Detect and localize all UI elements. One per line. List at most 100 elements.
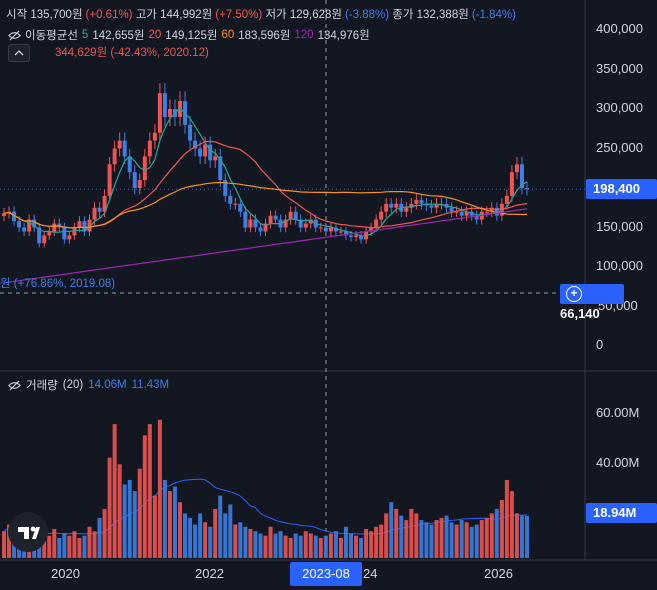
volume-bar <box>439 517 444 558</box>
candle-body <box>203 144 208 157</box>
vol-axis-40m: 40.00M <box>596 455 640 470</box>
cursor-price: 66,140 <box>560 306 600 321</box>
candle-body <box>117 140 122 149</box>
candle-body <box>52 223 57 232</box>
candle-body <box>474 215 479 220</box>
y-tick-8: 0 <box>596 337 604 352</box>
candle-body <box>152 132 157 141</box>
candle-body <box>293 211 298 220</box>
volume-bar <box>374 526 379 558</box>
volume-bar <box>313 535 318 558</box>
volume-bar <box>288 537 293 558</box>
candle-body <box>218 156 223 181</box>
volume-bar <box>454 524 459 558</box>
candle-body <box>414 199 419 204</box>
candle-body <box>519 164 524 188</box>
volume-bar <box>178 502 183 558</box>
volume-bar <box>57 537 62 558</box>
volume-bar <box>384 513 389 558</box>
volume-bar <box>193 524 198 558</box>
volume-bar <box>137 468 142 558</box>
volume-bar <box>343 526 348 558</box>
volume-bar <box>464 522 469 558</box>
close-value: 132,388원 <box>416 9 469 21</box>
y-tick-6: 100,000 <box>596 258 643 273</box>
y-tick-5: 150,000 <box>596 218 643 234</box>
volume-value-1: 14.06M <box>88 379 127 391</box>
volume-bar <box>484 517 489 558</box>
candle-body <box>17 221 22 228</box>
high-change: (+7.50%) <box>215 9 263 21</box>
y-tick-1: 350,000 <box>596 60 643 76</box>
volume-bar <box>107 457 112 558</box>
volume-bar <box>77 537 82 558</box>
candle-body <box>514 164 519 173</box>
candle-body <box>12 211 17 222</box>
volume-bar <box>223 513 228 558</box>
high-annotation: 344,629원 (-42.43%, 2020.12) <box>55 47 209 59</box>
volume-bar <box>514 513 519 558</box>
volume-bar <box>359 537 364 558</box>
eye-hidden-icon[interactable] <box>8 29 21 42</box>
volume-bar <box>152 495 157 558</box>
volume-bar <box>203 522 208 558</box>
close-label: 종가 <box>392 9 414 21</box>
ma20-period: 20 <box>148 29 162 41</box>
volume-bar <box>469 526 474 558</box>
volume-bar <box>499 500 504 558</box>
candle-body <box>323 227 328 232</box>
volume-bar <box>509 491 514 558</box>
volume-bar <box>238 522 243 558</box>
high-value: 144,992원 <box>160 9 213 21</box>
ma60-value: 183,596원 <box>238 30 291 42</box>
candle-body <box>449 207 454 212</box>
candle-body <box>27 219 32 232</box>
high-label: 고가 <box>135 9 157 21</box>
collapse-button[interactable] <box>8 44 30 62</box>
volume-bar <box>489 513 494 558</box>
volume-bar <box>525 515 529 558</box>
volume-bar <box>494 508 499 558</box>
volume-bar <box>434 520 439 558</box>
volume-bar <box>198 513 203 558</box>
candle-body <box>525 188 529 190</box>
volume-bar <box>82 535 87 558</box>
volume-bar <box>162 479 167 558</box>
volume-value-2: 11.43M <box>131 379 170 391</box>
candle-body <box>67 235 72 240</box>
x-label-2026: 2026 <box>484 566 513 581</box>
candle-body <box>273 215 278 220</box>
volume-bar <box>157 419 162 558</box>
candle-body <box>92 207 97 220</box>
volume-bar <box>298 535 303 558</box>
candle-body <box>404 207 409 212</box>
volume-period: (20) <box>62 379 84 391</box>
volume-bar <box>263 535 268 558</box>
candle-body <box>298 219 303 228</box>
x-cursor-label: 2023-08 <box>290 562 362 586</box>
volume-bar <box>504 479 509 558</box>
volume-bar <box>233 524 238 558</box>
ohlc-legend: 시작 135,700원 (+0.61%) 고가 144,992원 (+7.50%) … <box>6 6 516 22</box>
eye-hidden-icon[interactable] <box>8 379 21 392</box>
cursor-price-tag[interactable]: +66,140 <box>560 284 624 321</box>
candle-body <box>253 219 258 228</box>
volume-bar <box>414 513 419 558</box>
candle-body <box>137 180 142 188</box>
tradingview-logo[interactable] <box>8 512 48 552</box>
volume-bar <box>479 520 484 558</box>
volume-bar <box>147 424 152 558</box>
vol-axis-60m: 60.00M <box>596 405 640 420</box>
volume-bar <box>2 531 6 558</box>
volume-legend: 거래량 (20) 14.06M 11.43M <box>8 377 169 393</box>
candle-body <box>97 207 102 212</box>
candle-body <box>178 101 183 117</box>
candle-body <box>308 219 313 224</box>
candle-body <box>318 227 323 229</box>
volume-bar <box>7 524 12 558</box>
add-plus-icon[interactable]: + <box>566 286 582 302</box>
candle-body <box>223 180 228 196</box>
candle-body <box>374 219 379 228</box>
x-label-2022: 2022 <box>195 566 224 581</box>
